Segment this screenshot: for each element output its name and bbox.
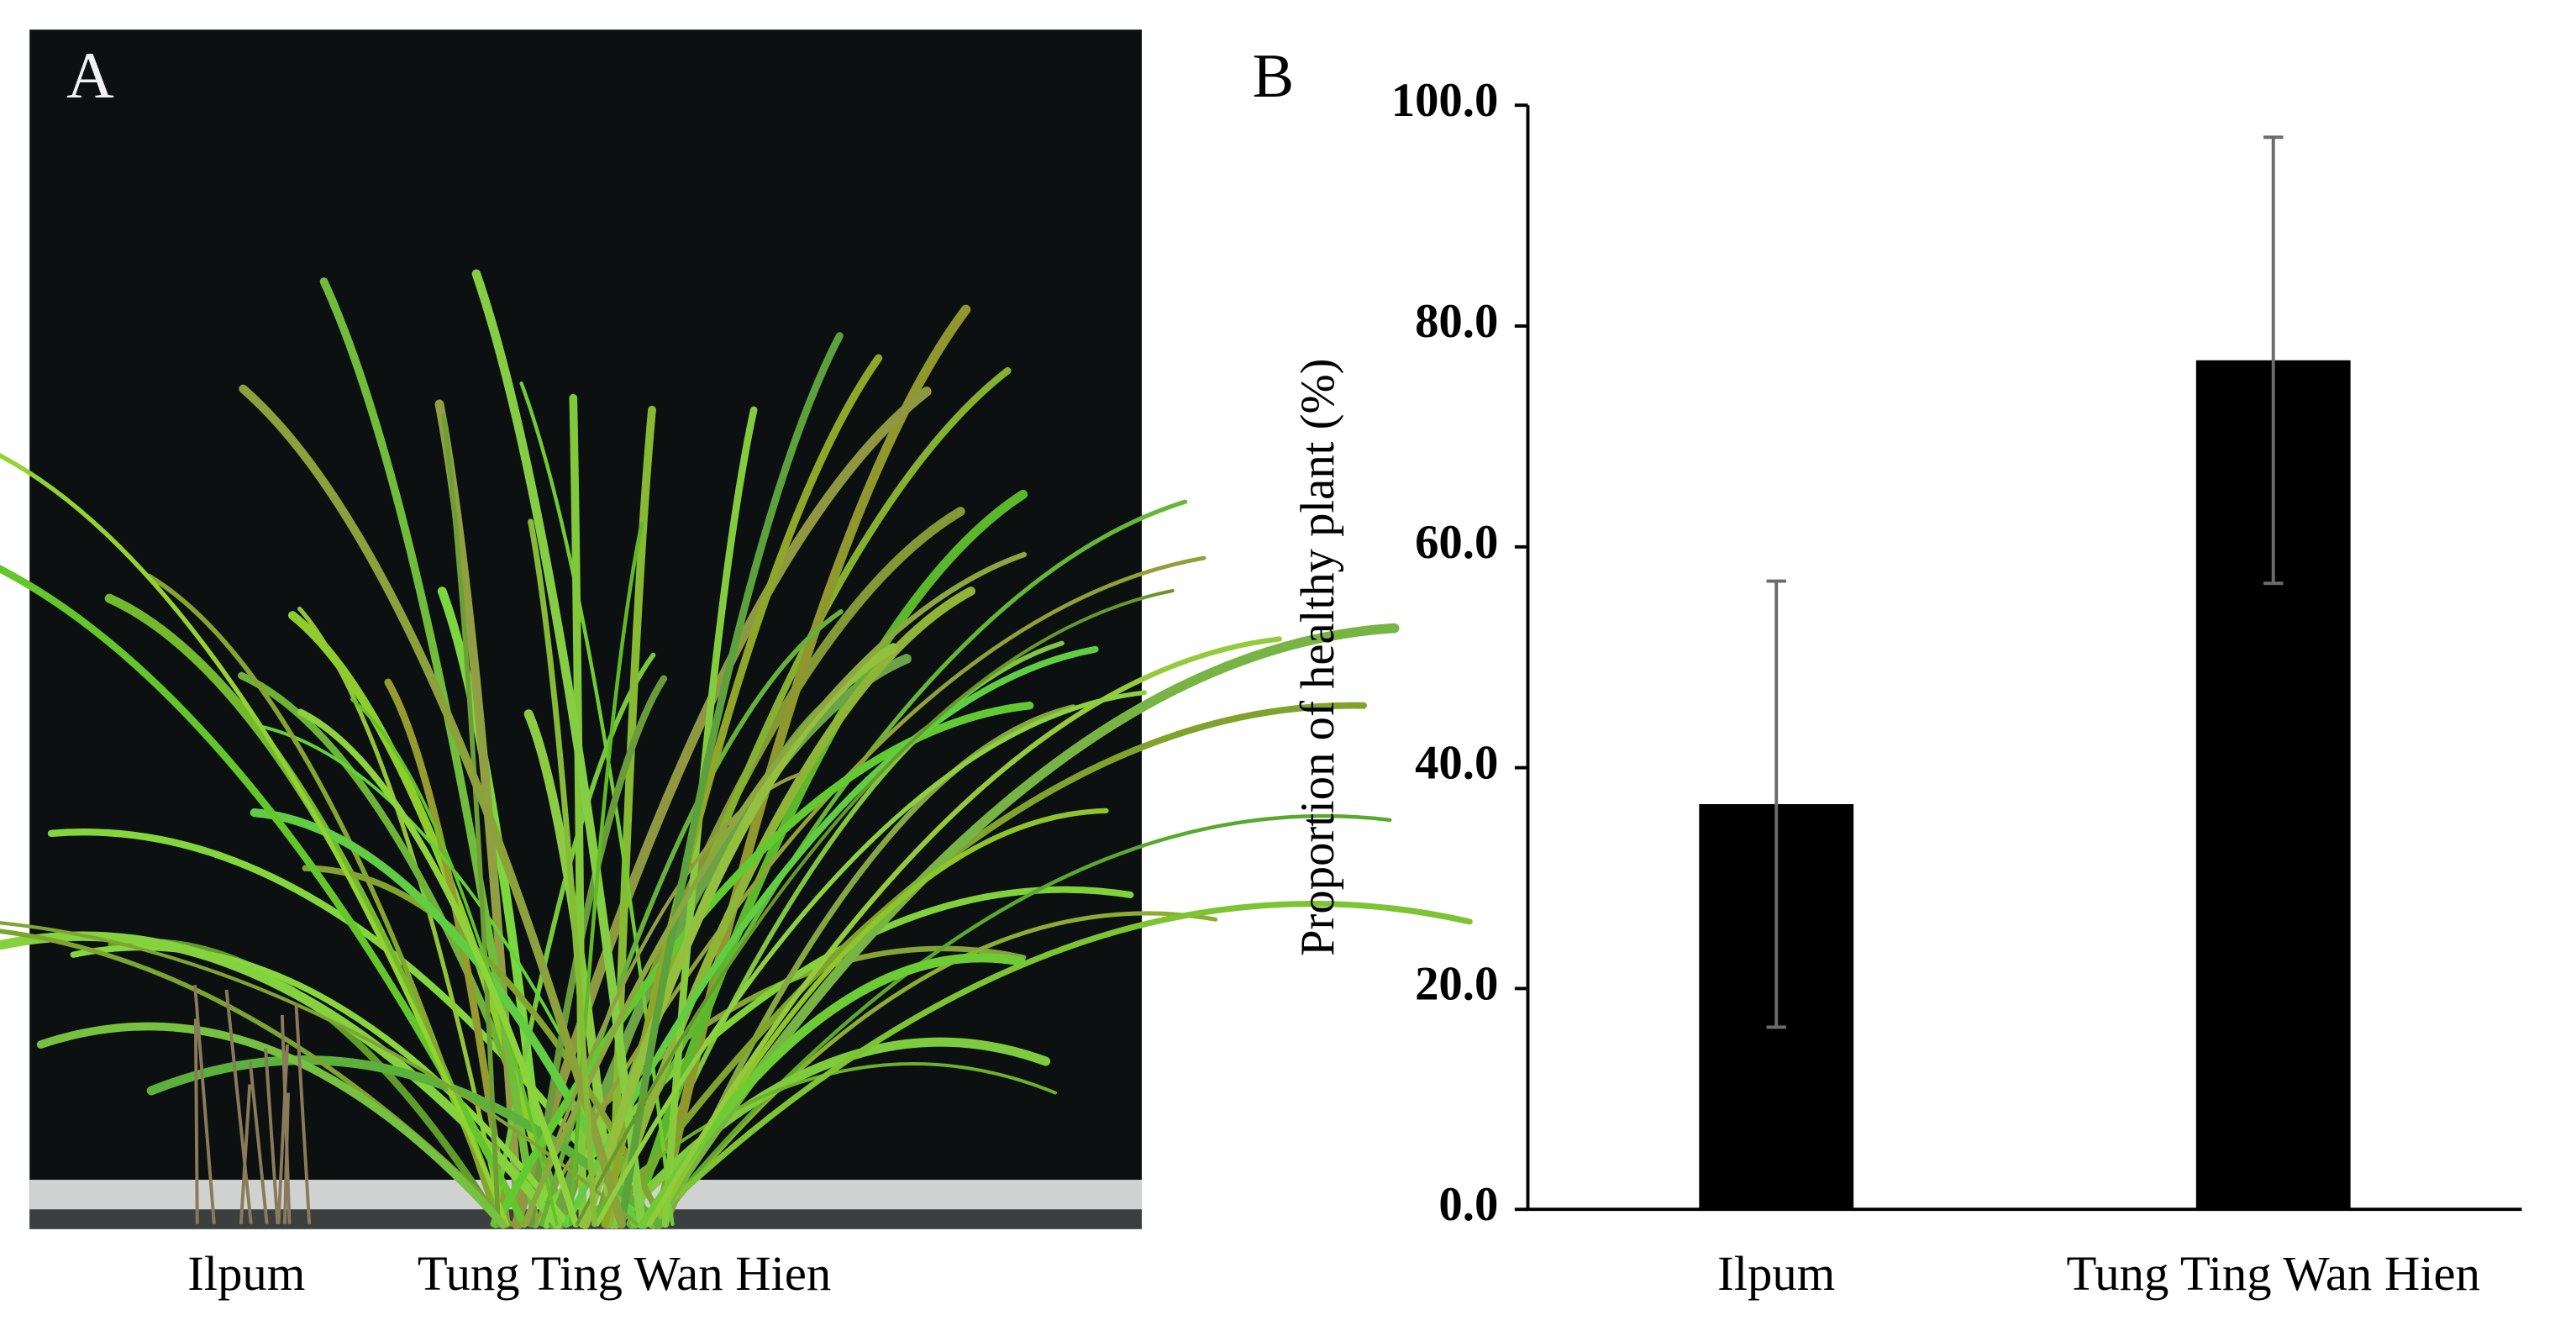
photo-caption: Ilpum (187, 1246, 305, 1301)
photo-caption: Tung Ting Wan Hien (418, 1246, 831, 1301)
photo-panel (0, 29, 1473, 1229)
grass-leaf (511, 387, 932, 1229)
panel-label: B (1253, 42, 1295, 111)
grass-leaf (618, 332, 844, 1228)
grass-leaf (603, 702, 1368, 1228)
grass-leaf (528, 518, 598, 1228)
dry-stem (193, 985, 216, 1224)
grass-leaf (578, 1062, 1057, 1226)
grass-leaf (644, 901, 1473, 1228)
grass-leaf (70, 944, 571, 1228)
grass-leaf (602, 587, 975, 1229)
grass-leaf (239, 384, 626, 1228)
grass-leaf (492, 701, 1034, 1228)
grass-leaf (661, 406, 758, 1228)
dry-stem (248, 1061, 269, 1225)
dry-stem (264, 1048, 280, 1224)
grass-leaf (0, 921, 639, 1226)
grass-leaf (521, 551, 1028, 1228)
y-tick-label: 0.0 (1438, 1178, 1498, 1231)
y-tick-label: 80.0 (1415, 295, 1498, 348)
dry-stem (193, 1018, 199, 1224)
grass-leaf (655, 911, 1218, 1227)
dry-stem (224, 989, 253, 1225)
grass-leaf (580, 643, 899, 1229)
x-tick-label: Ilpum (1717, 1246, 1835, 1301)
grass-leaf (548, 654, 912, 1229)
grass-leaf (297, 708, 580, 1228)
y-tick-label: 20.0 (1415, 957, 1498, 1010)
grass-leaf (532, 555, 1207, 1227)
grass-leaf (250, 808, 639, 1228)
grass-leaf (650, 813, 1392, 1227)
grass-leaf (0, 453, 509, 1227)
y-tick-label: 40.0 (1415, 737, 1498, 790)
x-tick-label: Tung Ting Wan Hien (2067, 1246, 2480, 1301)
panel-label: A (66, 39, 113, 112)
grass-leaf (575, 588, 1175, 1226)
grass-leaf (646, 636, 1282, 1227)
grass-leaf (350, 697, 559, 1226)
dry-stem (280, 1015, 292, 1224)
grass-leaf (611, 1037, 1051, 1229)
y-axis-label: Proportion of healthy plant (%) (1291, 358, 1344, 956)
y-tick-label: 60.0 (1415, 516, 1498, 569)
dry-stem (294, 1002, 312, 1224)
grass-leaf (36, 1022, 507, 1228)
dry-stem (276, 1044, 289, 1224)
y-tick-label: 100.0 (1391, 74, 1499, 127)
grass-leaf (146, 1055, 665, 1229)
grass-leaf (441, 413, 501, 1227)
grass-leaf (595, 690, 1147, 1227)
